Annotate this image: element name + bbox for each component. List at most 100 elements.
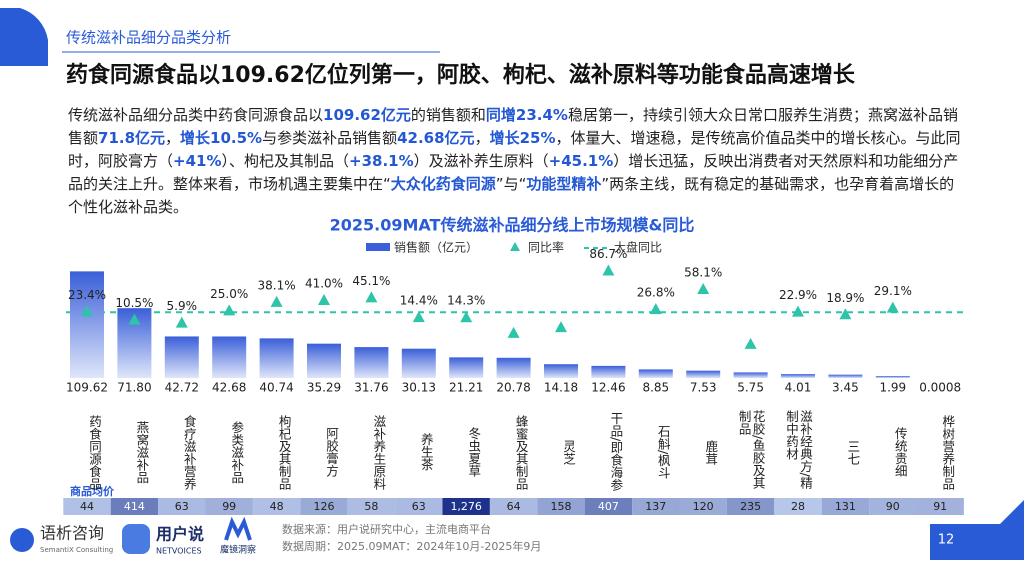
category-label: 桦树营养制品 xyxy=(940,414,956,490)
bar xyxy=(449,357,484,378)
growth-marker xyxy=(839,308,852,320)
summary-paragraph: 传统滋补品细分品类中药食同源食品以109.62亿元的销售额和同增23.4%稳居第… xyxy=(68,104,968,219)
highlight-text: 功能型精补 xyxy=(526,175,602,193)
bar-value-label: 14.18 xyxy=(544,381,578,395)
highlight-text: 增长10.5% xyxy=(180,129,263,147)
price-cell xyxy=(252,498,301,515)
logo-icon xyxy=(224,516,252,541)
bar-value-label: 31.76 xyxy=(354,381,388,395)
highlight-text: 109.62亿元 xyxy=(323,106,411,124)
bar-value-label: 71.80 xyxy=(117,381,151,395)
body-text: ”两条主线，既有稳定的基础需求，也孕育着高增长的个性化滋补品类。 xyxy=(68,175,955,216)
category-label: 药食同源食品 xyxy=(87,414,102,490)
price-cell xyxy=(347,498,396,515)
price-value: 44 xyxy=(80,500,94,513)
body-text: ， xyxy=(474,129,490,147)
logo-text: 用户说 xyxy=(156,525,204,544)
category-label: 蜂蜜及其制品 xyxy=(513,414,529,490)
legend-bar-swatch xyxy=(366,243,390,251)
price-value: 158 xyxy=(551,500,572,513)
growth-marker xyxy=(81,305,93,317)
price-cell xyxy=(395,498,443,515)
body-text: ”与“ xyxy=(495,175,527,193)
source-note: 数据来源：用户说研究中心，主流电商平台 xyxy=(282,522,491,536)
body-text: ）增长迅猛，反映出消费者对天然原料和功能细分产品的关注上升。整体来看，市场机遇主… xyxy=(68,152,959,193)
growth-marker xyxy=(886,301,899,313)
price-value: 131 xyxy=(835,500,856,513)
bar-value-label: 42.68 xyxy=(212,381,246,395)
price-value: 235 xyxy=(740,500,761,513)
corner-decor xyxy=(0,8,48,66)
legend-triangle xyxy=(510,242,520,251)
logo-sub: NETVOICES xyxy=(156,547,202,556)
growth-label: 10.5% xyxy=(115,296,153,310)
bar-value-label: 20.78 xyxy=(496,381,530,395)
highlight-text: +45.1% xyxy=(548,152,614,170)
growth-label: 41.0% xyxy=(305,277,343,291)
bar xyxy=(259,338,294,378)
growth-label: 22.9% xyxy=(779,288,817,302)
category-label: 燕窝滋补品 xyxy=(134,420,150,484)
price-value: 126 xyxy=(314,500,335,513)
section-title: 传统滋补品细分品类分析 xyxy=(66,29,231,47)
category-label: 参类滋补品 xyxy=(229,420,245,484)
price-value: 1,276 xyxy=(450,500,482,513)
price-value: 90 xyxy=(886,500,900,513)
category-label: 花胶/鱼胶及其制品 xyxy=(736,410,766,490)
bar xyxy=(686,370,721,378)
logo-text: 魔镜洞察 xyxy=(220,544,256,556)
bar-value-label: 35.29 xyxy=(307,381,341,395)
category-label: 枸杞及其制品 xyxy=(276,414,292,490)
growth-marker xyxy=(649,303,662,315)
price-cell xyxy=(205,498,253,515)
growth-label: 38.1% xyxy=(258,278,296,292)
growth-marker xyxy=(318,294,330,306)
bar xyxy=(828,374,863,378)
price-value: 91 xyxy=(933,500,947,513)
price-cell xyxy=(489,498,538,515)
body-text: 的销售额和 xyxy=(410,106,486,124)
price-cell xyxy=(869,498,917,515)
growth-label: 25.0% xyxy=(210,287,248,301)
body-text: ， xyxy=(165,129,181,147)
category-label: 滋补养生原料 xyxy=(371,414,387,490)
price-cell xyxy=(821,498,870,515)
growth-marker xyxy=(223,304,236,316)
bar-value-label: 3.45 xyxy=(832,381,859,395)
bar xyxy=(733,372,768,378)
growth-label: 14.4% xyxy=(400,294,438,308)
bar xyxy=(164,336,199,378)
category-label: 干品/即食海参 xyxy=(608,412,624,492)
growth-label: 45.1% xyxy=(352,274,390,288)
growth-label: 58.1% xyxy=(684,265,722,279)
price-cell xyxy=(537,498,585,515)
growth-label: 86.7% xyxy=(589,247,627,261)
highlight-text: 增长25% xyxy=(489,129,556,147)
category-label: 三七 xyxy=(845,439,861,465)
bar-value-label: 30.13 xyxy=(402,381,436,395)
page-decor xyxy=(930,500,1024,560)
growth-marker xyxy=(365,291,378,303)
price-value: 99 xyxy=(222,500,236,513)
growth-marker xyxy=(412,311,425,323)
price-value: 64 xyxy=(507,500,521,513)
legend-label: 同比率 xyxy=(528,240,564,255)
body-text: ）、枸杞及其制品（ xyxy=(221,152,350,170)
growth-label: 23.4% xyxy=(68,288,106,302)
bar xyxy=(638,369,673,378)
body-text: 稳居第一，持续引领大众日常口服养生消费；燕窝滋补品销售额 xyxy=(68,106,958,147)
category-label: 鹿茸 xyxy=(703,439,719,465)
headline: 药食同源食品以109.62亿位列第一，阿胶、枸杞、滋补原料等功能食品高速增长 xyxy=(66,62,856,88)
highlight-text: +38.1% xyxy=(349,152,414,170)
bar xyxy=(591,365,626,378)
growth-marker xyxy=(602,264,615,276)
price-cell xyxy=(679,498,727,515)
bar-value-label: 4.01 xyxy=(785,381,812,395)
period-note: 数据周期：2025.09MAT：2024年10月-2025年9月 xyxy=(282,539,541,553)
category-label: 滋补经典方/精制中药材 xyxy=(784,410,813,490)
body-text: 传统滋补品细分品类中药食同源食品以 xyxy=(68,106,324,124)
price-value: 414 xyxy=(124,500,145,513)
price-cell xyxy=(584,498,633,515)
bar-value-label: 21.21 xyxy=(449,381,483,395)
bar-value-label: 42.72 xyxy=(165,381,199,395)
